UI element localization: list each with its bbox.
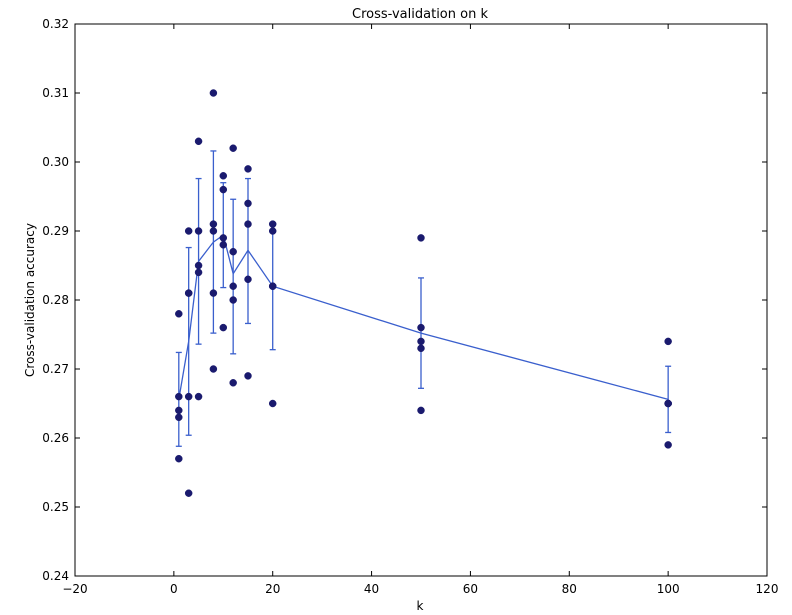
data-point: [219, 172, 228, 180]
data-point: [244, 372, 252, 380]
data-point: [184, 289, 193, 297]
data-point: [219, 234, 228, 242]
y-tick-label: 0.24: [42, 569, 69, 583]
data-point: [209, 89, 218, 97]
data-point: [664, 399, 672, 408]
data-point: [209, 227, 218, 235]
y-tick-label: 0.25: [42, 500, 69, 514]
y-tick-label: 0.28: [42, 293, 69, 307]
data-point: [244, 199, 252, 208]
data-point: [194, 227, 203, 235]
x-axis-label: k: [417, 599, 424, 613]
y-tick-label: 0.31: [42, 86, 69, 100]
mean-accuracy-line: [178, 234, 669, 400]
data-point: [244, 220, 252, 228]
data-point: [194, 392, 203, 401]
data-point: [229, 379, 237, 387]
data-point: [268, 282, 277, 290]
data-point: [194, 268, 203, 277]
data-point: [268, 220, 277, 228]
data-point: [417, 337, 425, 346]
x-tick-label: 100: [657, 582, 680, 596]
data-point: [229, 282, 237, 290]
data-point: [209, 365, 218, 373]
y-tick-label: 0.27: [42, 362, 69, 376]
data-point: [664, 337, 672, 346]
data-point: [417, 323, 425, 332]
x-tick-label: 40: [364, 582, 379, 596]
data-point: [219, 323, 228, 332]
data-point: [175, 310, 183, 318]
y-tick-label: 0.26: [42, 431, 69, 445]
data-point: [194, 137, 203, 146]
data-point: [417, 406, 425, 415]
y-tick-label: 0.32: [42, 17, 69, 31]
data-point: [417, 344, 425, 353]
data-point: [175, 392, 183, 401]
data-point: [194, 261, 203, 270]
plot-area: [74, 23, 768, 577]
y-axis-label: Cross-validation accuracy: [23, 223, 37, 377]
axis-ticks: −20 0 20 40 60 80 100 120 0.24 0.25 0.26 0.27 0.28 0.…: [42, 17, 778, 596]
x-tick-label: 0: [170, 582, 178, 596]
data-point: [244, 275, 252, 284]
x-tick-label: 20: [265, 582, 280, 596]
data-point: [219, 241, 228, 249]
data-point: [268, 227, 277, 235]
x-tick-label: 120: [756, 582, 779, 596]
data-point: [268, 399, 277, 408]
data-point: [244, 165, 252, 173]
data-point: [417, 234, 425, 242]
data-point: [219, 185, 228, 194]
data-point: [664, 441, 672, 449]
y-tick-label: 0.29: [42, 224, 69, 238]
data-point: [209, 220, 218, 228]
data-point: [209, 289, 218, 297]
data-point: [229, 296, 237, 304]
x-tick-label: −20: [62, 582, 87, 596]
data-point: [175, 454, 183, 463]
x-tick-label: 60: [463, 582, 478, 596]
x-tick-label: 80: [562, 582, 577, 596]
data-point: [229, 144, 237, 152]
chart-title: Cross-validation on k: [352, 7, 488, 22]
data-point: [184, 489, 193, 497]
data-point: [184, 227, 193, 235]
data-point: [229, 247, 237, 256]
data-point: [175, 406, 183, 415]
data-point: [175, 413, 183, 422]
y-tick-label: 0.30: [42, 155, 69, 169]
data-point: [184, 392, 193, 401]
